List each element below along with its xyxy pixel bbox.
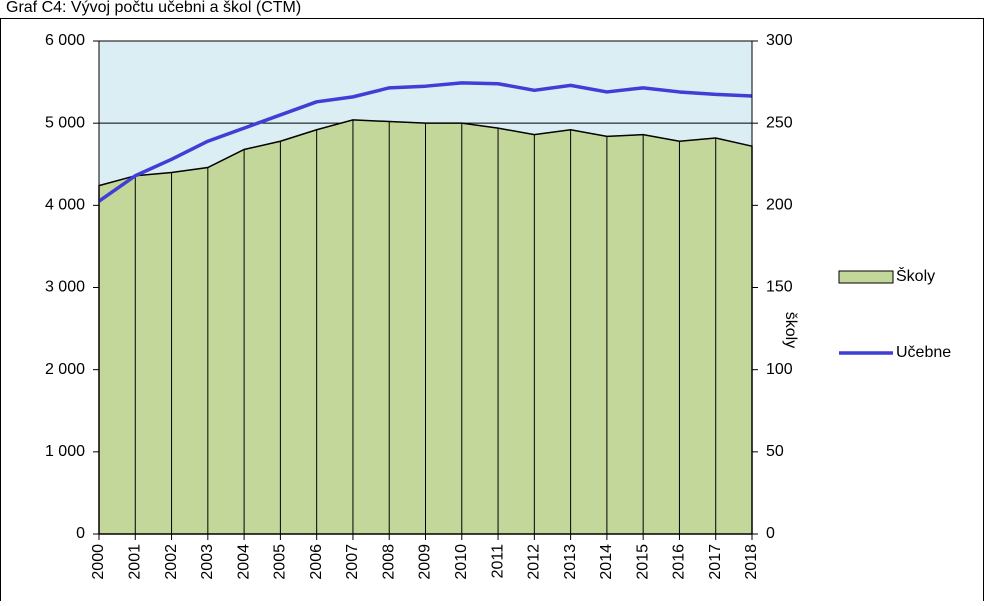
x-tick-label: 2009 xyxy=(417,544,434,580)
chart-title: Graf C4: Vývoj počtu učebni a škol (ČTM) xyxy=(6,0,301,16)
y2-tick-label: 250 xyxy=(766,114,793,131)
x-tick-label: 2013 xyxy=(562,544,579,580)
x-tick-label: 2002 xyxy=(163,544,180,580)
x-tick-label: 2003 xyxy=(199,544,216,580)
x-tick-label: 2014 xyxy=(598,544,615,580)
x-tick-label: 2010 xyxy=(453,544,470,580)
y-tick-label: 6 000 xyxy=(45,32,85,49)
x-tick-label: 2008 xyxy=(380,544,397,580)
y-tick-label: 0 xyxy=(76,525,85,542)
x-tick-label: 2012 xyxy=(526,544,543,580)
y2-tick-label: 50 xyxy=(766,443,784,460)
line xyxy=(97,81,753,203)
x-tick-label: 2004 xyxy=(235,544,252,580)
x-tick-label: 2000 xyxy=(90,544,107,580)
legend-label: Učebne xyxy=(896,344,951,361)
x-tick-label: 2017 xyxy=(707,544,724,580)
x-tick-label: 2018 xyxy=(743,544,760,580)
y2-tick-label: 0 xyxy=(766,525,775,542)
y2-tick-label: 100 xyxy=(766,361,793,378)
y2-tick-label: 300 xyxy=(766,32,793,49)
legend-label: Školy xyxy=(896,266,935,285)
y2-axis-title: školy xyxy=(782,312,799,348)
x-tick-label: 2015 xyxy=(634,544,651,580)
y-tick-label: 3 000 xyxy=(45,279,85,296)
y2-tick-label: 200 xyxy=(766,197,793,214)
x-tick-label: 2005 xyxy=(272,544,289,580)
x-tick-label: 2011 xyxy=(489,544,506,579)
legend-swatch xyxy=(838,270,894,284)
y-tick-label: 2 000 xyxy=(45,361,85,378)
y2-tick-label: 150 xyxy=(766,279,793,296)
x-tick-label: 2007 xyxy=(344,544,361,580)
x-tick-label: 2016 xyxy=(671,544,688,580)
y-tick-label: 1 000 xyxy=(45,443,85,460)
y-tick-label: 5 000 xyxy=(45,114,85,131)
y-tick-label: 4 000 xyxy=(45,197,85,214)
x-tick-label: 2001 xyxy=(126,544,143,580)
x-tick-label: 2006 xyxy=(308,544,325,580)
